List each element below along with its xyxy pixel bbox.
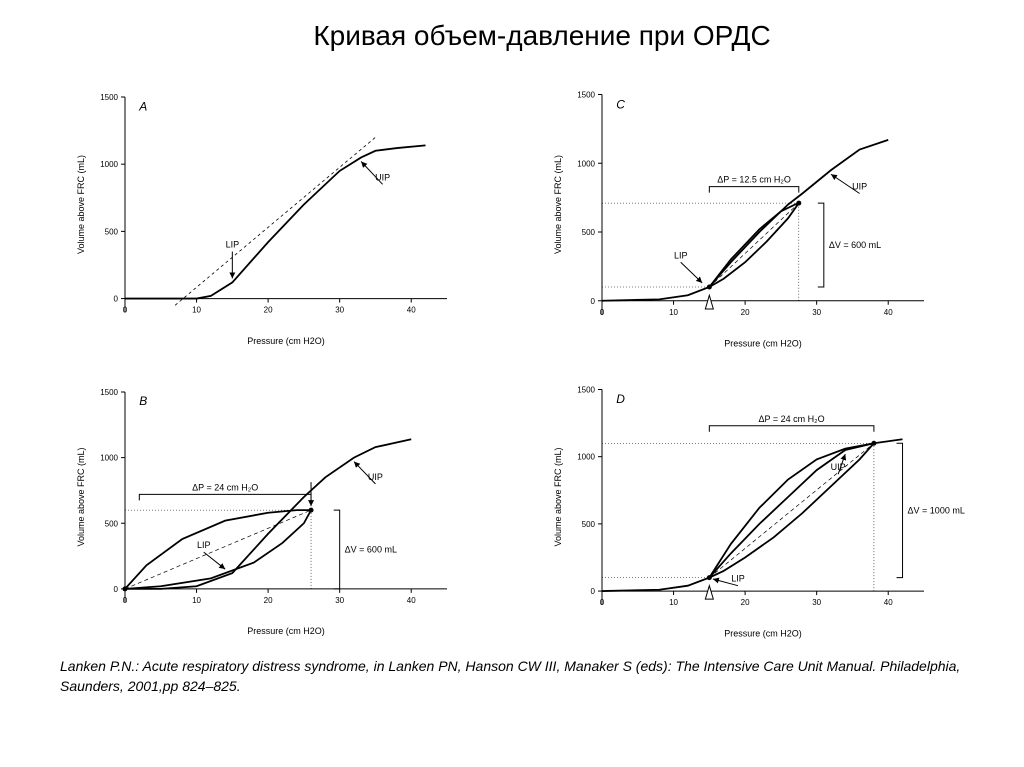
svg-text:LIP: LIP [197, 540, 211, 550]
svg-text:1000: 1000 [577, 453, 595, 462]
svg-text:Pressure (cm H2O): Pressure (cm H2O) [724, 629, 802, 639]
panel-a: 0 10 20 30 40 0 500 1000 1500 Pressure (cm H2O) Vo… [70, 72, 507, 357]
svg-text:20: 20 [264, 596, 273, 605]
svg-text:30: 30 [335, 306, 344, 315]
svg-text:30: 30 [335, 596, 344, 605]
svg-text:LIP: LIP [674, 250, 688, 260]
svg-text:1500: 1500 [577, 91, 595, 100]
svg-text:500: 500 [582, 520, 596, 529]
svg-text:ΔV = 600 mL: ΔV = 600 mL [345, 545, 397, 555]
svg-text:0: 0 [123, 596, 128, 605]
svg-text:1000: 1000 [100, 454, 118, 463]
svg-text:1500: 1500 [100, 388, 118, 397]
svg-text:0: 0 [600, 308, 605, 317]
svg-text:ΔP = 12.5 cm H₂O: ΔP = 12.5 cm H₂O [717, 175, 791, 185]
svg-text:LIP: LIP [731, 574, 745, 584]
svg-text:Volume above FRC (mL): Volume above FRC (mL) [553, 155, 563, 254]
svg-text:20: 20 [741, 598, 750, 607]
svg-text:Pressure (cm H2O): Pressure (cm H2O) [247, 336, 325, 346]
svg-text:0: 0 [591, 297, 596, 306]
svg-text:10: 10 [192, 306, 201, 315]
svg-text:UIP: UIP [368, 472, 383, 482]
svg-text:500: 500 [105, 519, 119, 528]
citation-text: Lanken P.N.: Acute respiratory distress … [40, 657, 984, 696]
svg-text:40: 40 [884, 598, 893, 607]
svg-text:10: 10 [669, 308, 678, 317]
charts-grid: 010203040050010001500Pressure (cm H2O)Vo… [40, 72, 984, 632]
svg-text:ΔV = 600 mL: ΔV = 600 mL [829, 240, 881, 250]
svg-text:10: 10 [669, 598, 678, 607]
svg-text:D: D [616, 392, 625, 406]
panel-c: 0 10 20 30 40 0 500 1000 1500 Pressure (cm H2O) Vo… [547, 72, 984, 357]
svg-text:UIP: UIP [852, 182, 867, 192]
svg-text:Pressure (cm H2O): Pressure (cm H2O) [724, 339, 802, 349]
svg-text:A: A [138, 99, 147, 113]
svg-text:40: 40 [407, 596, 416, 605]
svg-text:40: 40 [407, 306, 416, 315]
svg-text:500: 500 [582, 228, 596, 237]
svg-text:UIP: UIP [831, 462, 846, 472]
svg-text:ΔV = 1000 mL: ΔV = 1000 mL [908, 505, 965, 515]
panel-b: 0 10 20 30 40 0 500 1000 1500 Pressure (cm H2O) Vo… [70, 367, 507, 647]
svg-text:1000: 1000 [100, 160, 118, 169]
svg-text:0: 0 [591, 587, 596, 596]
svg-text:30: 30 [812, 308, 821, 317]
svg-text:30: 30 [812, 598, 821, 607]
svg-text:0: 0 [114, 295, 119, 304]
svg-text:20: 20 [264, 306, 273, 315]
svg-text:1500: 1500 [577, 386, 595, 395]
svg-text:0: 0 [600, 598, 605, 607]
svg-text:20: 20 [741, 308, 750, 317]
svg-text:0: 0 [123, 306, 128, 315]
svg-text:10: 10 [192, 596, 201, 605]
svg-text:Volume above FRC (mL): Volume above FRC (mL) [76, 155, 86, 254]
svg-text:500: 500 [105, 227, 119, 236]
svg-text:1500: 1500 [100, 93, 118, 102]
svg-text:C: C [616, 97, 625, 111]
page-title: Кривая объем-давление при ОРДС [100, 20, 984, 52]
svg-text:1000: 1000 [577, 159, 595, 168]
svg-text:ΔP = 24 cm H₂O: ΔP = 24 cm H₂O [192, 482, 258, 492]
svg-text:40: 40 [884, 308, 893, 317]
svg-text:LIP: LIP [226, 240, 240, 250]
svg-text:0: 0 [114, 585, 119, 594]
svg-text:ΔP = 24 cm H₂O: ΔP = 24 cm H₂O [759, 414, 825, 424]
svg-text:B: B [139, 394, 147, 408]
svg-text:Volume above FRC (mL): Volume above FRC (mL) [76, 447, 86, 546]
svg-text:Volume above FRC (mL): Volume above FRC (mL) [553, 447, 563, 546]
svg-text:Pressure (cm H2O): Pressure (cm H2O) [247, 626, 325, 636]
panel-d: 0 10 20 30 40 0 500 1000 1500 Pressure (cm H2O) Vo… [547, 367, 984, 647]
svg-text:UIP: UIP [375, 172, 390, 182]
